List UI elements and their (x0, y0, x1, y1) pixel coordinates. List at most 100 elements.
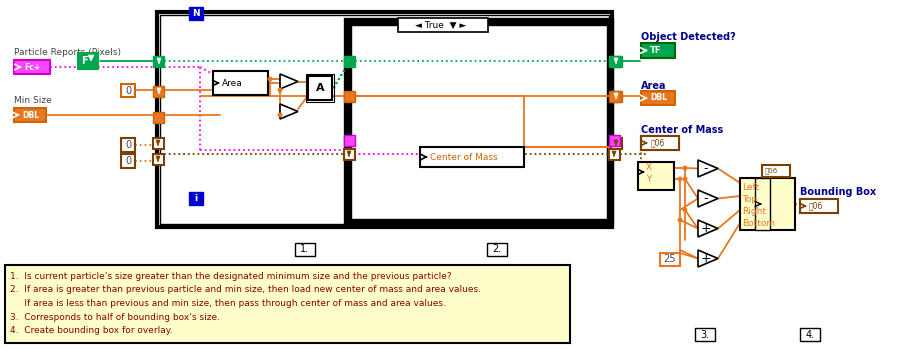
Text: Center of Mass: Center of Mass (641, 125, 724, 135)
Text: +: + (701, 252, 711, 265)
FancyBboxPatch shape (153, 86, 164, 97)
Text: 3.: 3. (700, 329, 709, 340)
Circle shape (683, 177, 687, 181)
Text: If area is less than previous and min size, then pass through center of mass and: If area is less than previous and min si… (10, 299, 445, 308)
Polygon shape (698, 250, 718, 267)
Text: 4.: 4. (806, 329, 814, 340)
Text: +: + (701, 222, 711, 235)
Polygon shape (614, 140, 618, 146)
FancyBboxPatch shape (5, 265, 570, 343)
FancyBboxPatch shape (398, 18, 488, 32)
Text: Y: Y (646, 175, 652, 183)
FancyBboxPatch shape (609, 91, 620, 102)
Text: 1.: 1. (301, 245, 310, 254)
FancyBboxPatch shape (308, 76, 332, 100)
Polygon shape (347, 151, 351, 157)
FancyBboxPatch shape (611, 56, 622, 67)
FancyBboxPatch shape (344, 56, 355, 67)
Text: DBL: DBL (22, 111, 39, 119)
Text: Bounding Box: Bounding Box (800, 187, 876, 197)
Text: X: X (646, 163, 652, 173)
FancyBboxPatch shape (153, 154, 164, 165)
Text: Fc+: Fc+ (24, 63, 40, 71)
Circle shape (683, 208, 687, 212)
FancyBboxPatch shape (611, 91, 622, 102)
Text: 4.  Create bounding box for overlay.: 4. Create bounding box for overlay. (10, 326, 173, 335)
Text: 邖06: 邖06 (809, 202, 824, 210)
Text: N: N (193, 9, 200, 18)
FancyBboxPatch shape (14, 108, 46, 122)
Text: 0: 0 (125, 156, 131, 166)
FancyBboxPatch shape (609, 149, 620, 160)
Text: ◄ True  ▼ ►: ◄ True ▼ ► (415, 21, 466, 29)
FancyBboxPatch shape (121, 84, 135, 97)
Circle shape (278, 113, 282, 117)
Text: F: F (81, 56, 87, 66)
Polygon shape (156, 140, 160, 146)
Text: i: i (194, 194, 198, 203)
FancyBboxPatch shape (609, 135, 620, 146)
FancyBboxPatch shape (121, 138, 135, 152)
FancyBboxPatch shape (344, 135, 355, 146)
FancyBboxPatch shape (755, 178, 770, 230)
FancyBboxPatch shape (609, 56, 620, 67)
Text: Right: Right (742, 208, 766, 217)
FancyBboxPatch shape (189, 7, 203, 20)
FancyBboxPatch shape (157, 12, 612, 227)
FancyBboxPatch shape (611, 138, 622, 149)
FancyBboxPatch shape (800, 199, 838, 213)
Text: Area: Area (222, 78, 243, 88)
FancyBboxPatch shape (351, 25, 607, 219)
FancyBboxPatch shape (740, 178, 795, 230)
FancyBboxPatch shape (641, 91, 675, 105)
Polygon shape (280, 74, 298, 89)
Text: -: - (704, 192, 708, 205)
Text: Top: Top (742, 196, 757, 204)
Circle shape (679, 218, 682, 222)
Text: 1.  Is current particle’s size greater than the designated minimum size and the : 1. Is current particle’s size greater th… (10, 272, 452, 281)
Text: 0: 0 (125, 140, 131, 150)
FancyBboxPatch shape (641, 43, 675, 58)
FancyBboxPatch shape (153, 138, 164, 149)
FancyBboxPatch shape (641, 136, 679, 150)
FancyBboxPatch shape (348, 22, 610, 222)
Circle shape (268, 77, 272, 81)
FancyBboxPatch shape (638, 162, 674, 190)
Text: DBL: DBL (650, 93, 667, 103)
Polygon shape (280, 104, 298, 119)
FancyBboxPatch shape (213, 71, 268, 95)
FancyBboxPatch shape (762, 165, 790, 177)
Polygon shape (157, 58, 161, 64)
FancyBboxPatch shape (660, 253, 680, 266)
FancyBboxPatch shape (189, 192, 203, 205)
Polygon shape (612, 151, 616, 157)
Text: -: - (704, 162, 708, 175)
FancyBboxPatch shape (153, 112, 164, 123)
Text: 2.  If area is greater than previous particle and min size, then load new center: 2. If area is greater than previous part… (10, 286, 481, 294)
FancyBboxPatch shape (153, 56, 164, 67)
FancyBboxPatch shape (14, 60, 50, 74)
Text: Center of Mass: Center of Mass (430, 153, 498, 161)
Polygon shape (157, 88, 161, 94)
Text: Bottom: Bottom (742, 219, 775, 229)
Polygon shape (614, 58, 618, 64)
Polygon shape (698, 190, 718, 207)
Text: 邖06: 邖06 (765, 168, 778, 174)
FancyBboxPatch shape (344, 149, 355, 160)
Text: Left: Left (742, 183, 760, 192)
Text: 邖06: 邖06 (651, 139, 665, 147)
Text: 3.  Corresponds to half of bounding box’s size.: 3. Corresponds to half of bounding box’s… (10, 313, 220, 322)
FancyBboxPatch shape (420, 147, 524, 167)
Text: Particle Reports (Pixels): Particle Reports (Pixels) (14, 48, 121, 57)
FancyBboxPatch shape (295, 243, 315, 256)
Text: Min Size: Min Size (14, 96, 52, 105)
FancyBboxPatch shape (121, 154, 135, 168)
FancyBboxPatch shape (641, 136, 679, 150)
Text: 2.: 2. (492, 245, 501, 254)
Text: Area: Area (641, 81, 667, 91)
Text: 25: 25 (664, 254, 676, 265)
Text: A: A (316, 83, 324, 93)
Polygon shape (156, 156, 160, 162)
FancyBboxPatch shape (78, 53, 98, 69)
FancyBboxPatch shape (487, 243, 507, 256)
